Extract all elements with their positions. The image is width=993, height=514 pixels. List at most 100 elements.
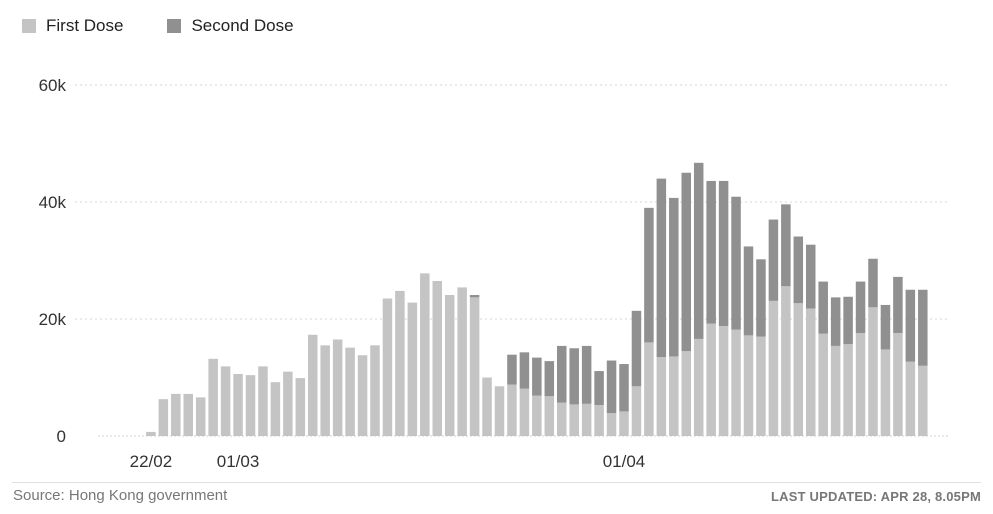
bar-second-dose-34 [544,361,555,397]
bar-first-dose-64 [918,365,928,436]
bar-first-dose-38 [594,404,604,436]
bar-second-dose-60 [868,258,878,308]
bar-second-dose-45 [681,172,691,352]
bar-first-dose-12 [270,382,281,436]
bar-first-dose-49 [731,329,741,436]
x-tick-label-1: 01/03 [217,452,260,471]
bar-second-dose-57 [830,297,841,346]
bar-first-dose-13 [283,371,293,436]
bar-first-dose-4 [171,393,181,436]
bar-first-dose-46 [693,338,704,436]
x-tick-label-2: 01/04 [603,452,646,471]
bar-first-dose-47 [706,323,716,436]
bar-second-dose-52 [768,219,779,301]
bar-first-dose-55 [806,308,816,436]
bar-first-dose-16 [320,345,330,436]
bar-second-dose-31 [507,354,517,385]
legend-item-first-dose[interactable]: First Dose [22,16,123,36]
bar-first-dose-22 [395,290,405,436]
chart-legend: First Dose Second Dose [22,16,338,36]
bar-second-dose-38 [594,371,604,405]
bar-second-dose-64 [918,289,928,366]
bar-second-dose-42 [644,207,654,343]
bar-first-dose-34 [544,396,555,436]
bar-second-dose-37 [581,345,592,404]
legend-item-second-dose[interactable]: Second Dose [167,16,294,36]
bar-first-dose-23 [407,302,418,436]
bar-second-dose-63 [905,289,916,362]
y-tick-label-2: 40k [39,193,67,212]
bar-first-dose-31 [507,384,517,436]
bar-second-dose-61 [880,304,891,350]
bar-first-dose-20 [370,345,380,436]
bar-first-dose-40 [619,411,629,436]
bar-first-dose-48 [718,326,729,436]
legend-swatch-second-dose [167,19,182,33]
y-tick-label-3: 60k [39,76,67,95]
bar-first-dose-17 [332,339,343,436]
bar-second-dose-58 [843,296,853,345]
bar-second-dose-28 [469,295,480,298]
y-tick-label-0: 0 [57,427,66,446]
bar-second-dose-50 [743,246,754,336]
bar-first-dose-5 [183,393,193,436]
bar-second-dose-59 [855,281,866,334]
bar-first-dose-62 [893,333,903,436]
bar-second-dose-62 [893,276,903,334]
bar-first-dose-54 [793,303,804,436]
bar-first-dose-3 [158,399,169,436]
bar-first-dose-6 [195,397,206,436]
bar-first-dose-42 [644,342,654,436]
bar-first-dose-41 [631,386,642,436]
x-tick-label-0: 22/02 [130,452,173,471]
bar-first-dose-26 [444,295,455,436]
bar-first-dose-24 [420,273,430,436]
bar-first-dose-30 [494,386,505,436]
bar-second-dose-56 [818,281,828,334]
bar-first-dose-10 [245,375,256,436]
bar-first-dose-25 [432,280,442,436]
bar-first-dose-29 [482,377,492,436]
bar-second-dose-54 [793,236,804,304]
bar-first-dose-33 [532,395,542,436]
legend-label-first-dose: First Dose [46,16,124,35]
bar-second-dose-39 [606,360,617,414]
bar-first-dose-53 [781,286,791,436]
bar-first-dose-37 [581,403,592,436]
legend-swatch-first-dose [22,19,36,33]
bar-first-dose-56 [818,333,828,436]
bar-second-dose-40 [619,364,629,412]
bar-first-dose-19 [357,355,368,436]
bar-second-dose-48 [718,180,729,327]
source-note: Source: Hong Kong government [13,487,228,504]
bar-first-dose-51 [756,336,766,436]
last-updated-note: LAST UPDATED: APR 28, 8.05PM [770,489,981,504]
stacked-bar-chart: 0 20k 40k 60k 22/02 01/03 01/04 [39,76,948,471]
bar-first-dose-60 [868,307,878,436]
bar-first-dose-58 [843,344,853,436]
y-tick-label-1: 20k [39,310,67,329]
legend-label-second-dose: Second Dose [191,16,294,35]
bar-first-dose-15 [308,334,318,436]
bar-first-dose-18 [345,347,355,436]
bar-first-dose-9 [233,373,243,436]
bar-first-dose-61 [880,349,891,436]
bar-second-dose-47 [706,180,716,324]
bar-second-dose-33 [532,357,542,396]
bar-first-dose-2 [146,431,156,436]
bar-first-dose-35 [557,402,567,436]
bar-second-dose-46 [693,162,704,339]
bar-second-dose-32 [519,352,530,389]
bar-first-dose-27 [457,287,467,436]
bar-first-dose-39 [606,413,617,436]
bar-second-dose-43 [656,178,667,358]
bar-first-dose-59 [855,333,866,436]
bar-first-dose-44 [669,356,679,436]
bar-second-dose-36 [569,348,579,405]
bar-second-dose-53 [781,204,791,287]
bar-first-dose-14 [295,378,306,436]
bar-first-dose-7 [208,358,218,436]
bar-first-dose-32 [519,388,530,436]
footer-divider [12,482,981,483]
bar-second-dose-51 [756,259,766,337]
